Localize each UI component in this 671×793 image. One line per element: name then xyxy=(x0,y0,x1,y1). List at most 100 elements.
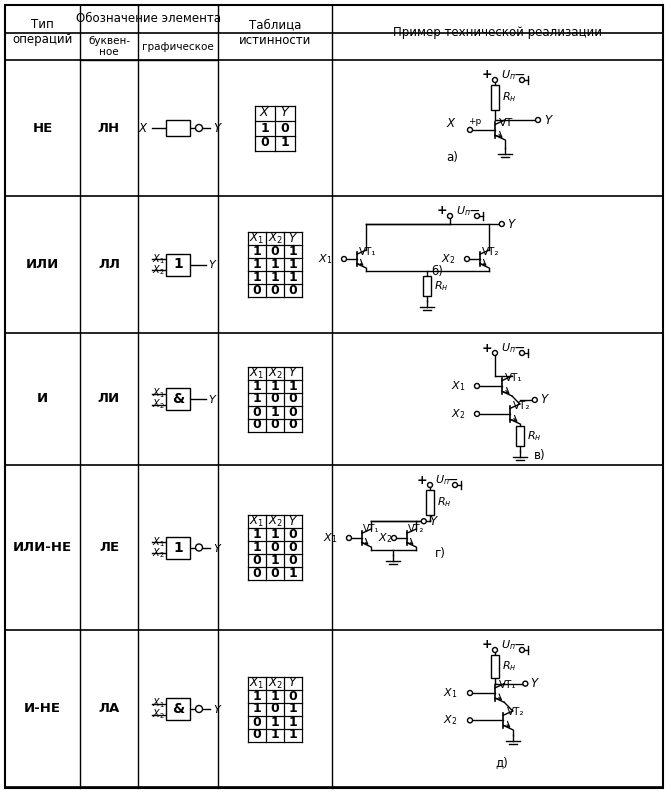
Circle shape xyxy=(519,648,525,653)
Circle shape xyxy=(195,544,203,551)
Text: $X_1$: $X_1$ xyxy=(443,686,457,700)
Circle shape xyxy=(468,691,472,695)
Text: 0: 0 xyxy=(270,245,279,258)
Text: 1: 1 xyxy=(270,258,279,271)
Text: $X_2$: $X_2$ xyxy=(441,252,455,266)
Text: VT₂: VT₂ xyxy=(408,524,424,534)
Text: $Y$: $Y$ xyxy=(288,366,298,380)
Text: $R_н$: $R_н$ xyxy=(527,429,541,442)
Text: $R_н$: $R_н$ xyxy=(437,496,452,509)
Circle shape xyxy=(448,213,452,219)
Circle shape xyxy=(427,482,433,488)
Text: 0: 0 xyxy=(270,703,279,715)
Text: 0: 0 xyxy=(252,554,262,567)
Text: 1: 1 xyxy=(289,703,297,715)
Circle shape xyxy=(493,351,497,355)
Text: 1: 1 xyxy=(252,689,262,703)
Text: 1: 1 xyxy=(289,715,297,729)
Circle shape xyxy=(195,706,203,712)
Circle shape xyxy=(493,648,497,653)
Text: 0: 0 xyxy=(252,284,262,297)
Text: $U_п$: $U_п$ xyxy=(501,68,516,82)
Text: $R_н$: $R_н$ xyxy=(502,90,517,105)
Text: &: & xyxy=(172,702,184,716)
Text: $R_н$: $R_н$ xyxy=(434,279,449,293)
Text: $Y$: $Y$ xyxy=(213,703,223,715)
Text: $X_2$: $X_2$ xyxy=(268,366,282,381)
Text: +: + xyxy=(482,342,493,354)
Text: ЛН: ЛН xyxy=(98,121,120,135)
Text: $X_2$: $X_2$ xyxy=(152,263,165,277)
Text: 1: 1 xyxy=(252,258,262,271)
Text: 0: 0 xyxy=(289,284,297,297)
Text: ИЛИ: ИЛИ xyxy=(26,258,59,271)
Bar xyxy=(166,698,190,720)
Text: 1: 1 xyxy=(270,405,279,419)
Text: $U_п$: $U_п$ xyxy=(456,204,471,218)
Text: Пример технической реализации: Пример технической реализации xyxy=(393,26,602,39)
Text: 0: 0 xyxy=(270,541,279,554)
Circle shape xyxy=(535,117,541,122)
Text: 0: 0 xyxy=(280,121,289,135)
Circle shape xyxy=(464,256,470,262)
Text: −: − xyxy=(446,473,458,487)
Text: VT₁: VT₁ xyxy=(359,247,376,257)
Text: НЕ: НЕ xyxy=(32,121,52,135)
Text: 1: 1 xyxy=(270,271,279,284)
Text: $X_1$: $X_1$ xyxy=(323,531,337,545)
Circle shape xyxy=(468,718,472,723)
Circle shape xyxy=(346,535,352,541)
Text: $X$: $X$ xyxy=(138,121,149,135)
Text: VT₂: VT₂ xyxy=(513,401,530,411)
Text: 0: 0 xyxy=(270,393,279,405)
Text: $Y$: $Y$ xyxy=(213,121,223,135)
Circle shape xyxy=(493,78,497,82)
Text: +: + xyxy=(417,473,427,486)
Text: 1: 1 xyxy=(289,567,297,580)
Circle shape xyxy=(519,351,525,355)
Bar xyxy=(491,85,499,110)
Text: VT₁: VT₁ xyxy=(505,373,523,383)
Text: буквен-
ное: буквен- ное xyxy=(88,36,130,57)
Text: −: − xyxy=(468,204,480,218)
Circle shape xyxy=(519,78,525,82)
Text: 1: 1 xyxy=(270,528,279,541)
Text: +: + xyxy=(482,68,493,82)
Text: 1: 1 xyxy=(280,136,289,150)
Text: +: + xyxy=(482,638,493,652)
Text: 1: 1 xyxy=(260,121,269,135)
Circle shape xyxy=(474,412,480,416)
Circle shape xyxy=(468,128,472,132)
Text: 0: 0 xyxy=(270,567,279,580)
Text: 0: 0 xyxy=(289,541,297,554)
Text: 0: 0 xyxy=(289,689,297,703)
Text: $X_2$: $X_2$ xyxy=(268,231,282,246)
Circle shape xyxy=(452,482,458,488)
Text: а): а) xyxy=(446,151,458,164)
Circle shape xyxy=(342,256,346,262)
Circle shape xyxy=(474,384,480,389)
Text: $Y$: $Y$ xyxy=(288,232,298,245)
Circle shape xyxy=(532,397,537,403)
Text: ЛЛ: ЛЛ xyxy=(98,258,120,271)
Text: −: − xyxy=(513,638,525,652)
Text: $Y$: $Y$ xyxy=(213,542,223,554)
Text: +р: +р xyxy=(468,117,482,126)
Text: ЛИ: ЛИ xyxy=(98,393,120,405)
Text: 1: 1 xyxy=(270,729,279,741)
Text: $Y$: $Y$ xyxy=(530,677,540,690)
Text: 1: 1 xyxy=(270,689,279,703)
Circle shape xyxy=(523,681,528,686)
Text: г): г) xyxy=(435,546,446,560)
Bar xyxy=(166,254,190,275)
Text: 1: 1 xyxy=(270,715,279,729)
Text: $X_1$: $X_1$ xyxy=(451,379,465,393)
Bar xyxy=(491,655,499,678)
Text: $X_1$: $X_1$ xyxy=(317,252,332,266)
Text: 0: 0 xyxy=(289,528,297,541)
Text: $X_2$: $X_2$ xyxy=(268,514,282,529)
Text: 1: 1 xyxy=(173,258,183,271)
Text: $X_2$: $X_2$ xyxy=(152,707,165,722)
Text: 0: 0 xyxy=(252,567,262,580)
Text: б): б) xyxy=(431,266,443,278)
